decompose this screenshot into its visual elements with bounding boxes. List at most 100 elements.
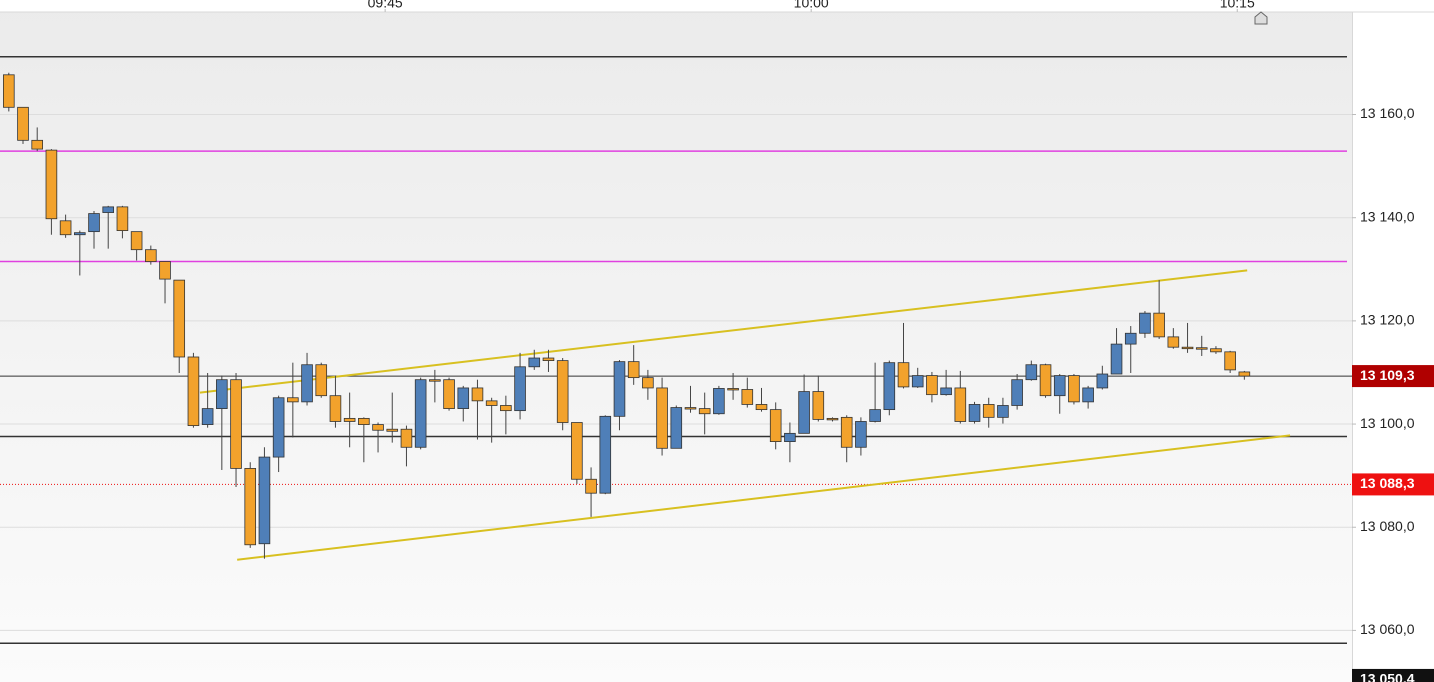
candle-body [613, 361, 626, 417]
candle-body [642, 377, 654, 389]
candle-body [329, 395, 342, 422]
candle-body [130, 231, 143, 251]
candle-body [358, 417, 370, 425]
candle-body [1167, 336, 1180, 348]
x-tick-label: 10:00 [794, 0, 829, 11]
candle-body [769, 409, 782, 442]
candle-body [599, 415, 612, 494]
candle-body [315, 364, 328, 397]
candle-body [59, 220, 72, 236]
candle-body [88, 213, 100, 233]
candle-body [698, 408, 711, 415]
x-tick-label: 10:15 [1220, 0, 1255, 11]
candle-body [1139, 312, 1151, 334]
candle-body [201, 408, 214, 425]
candle-body [713, 388, 725, 415]
candle-body [230, 379, 242, 469]
candle-body [116, 206, 129, 232]
candle-body [457, 387, 470, 409]
candle-body [372, 424, 384, 431]
candle-body [656, 387, 668, 449]
candle-body [1053, 375, 1066, 397]
candle-body [585, 478, 597, 494]
candle-body [627, 361, 640, 379]
candle-body [443, 379, 455, 409]
price-label: 13 088,3 [1360, 475, 1415, 491]
candle-body [145, 249, 157, 262]
candle-body [556, 360, 569, 423]
candle-body [301, 364, 313, 403]
y-tick-label: 13 120,0 [1360, 312, 1415, 328]
candle-body [883, 362, 896, 411]
candle-body [1124, 332, 1137, 345]
candle-body [670, 407, 683, 449]
y-tick-label: 13 140,0 [1360, 208, 1415, 224]
candle-body [102, 206, 115, 213]
candle-body [159, 261, 171, 280]
candle-body [429, 379, 441, 382]
candle-body [826, 417, 839, 421]
candle-body [542, 357, 555, 362]
y-tick-label: 13 060,0 [1360, 621, 1415, 637]
candle-body [940, 387, 952, 396]
candle-body [840, 416, 853, 448]
trend-line [237, 434, 1291, 561]
candle-body [954, 387, 967, 422]
candle-body [727, 388, 739, 391]
price-label-box [1352, 365, 1434, 388]
candle-body [3, 74, 15, 108]
candle-body [1110, 343, 1123, 375]
candle-body [400, 428, 413, 448]
candle-body [173, 279, 186, 358]
candle-body [216, 379, 228, 409]
candle-body [1025, 364, 1038, 381]
trend-line [199, 269, 1248, 394]
candle-body [31, 139, 44, 150]
candle-body [1011, 379, 1023, 406]
candle-body [855, 421, 867, 448]
candle-body [1210, 348, 1222, 353]
price-label: 13 050,4 [1360, 671, 1415, 682]
candle-body [1082, 387, 1094, 403]
candle-body [911, 375, 924, 388]
candle-body [784, 432, 796, 442]
candle-body [74, 232, 86, 236]
candle-body [926, 375, 938, 396]
candle-body [244, 468, 257, 546]
candle-body [471, 387, 484, 402]
candle-body [343, 417, 356, 422]
y-tick-label: 13 100,0 [1360, 415, 1415, 431]
candle-body [45, 149, 58, 220]
candle-body [485, 400, 498, 406]
candle-body [414, 379, 427, 448]
candle-body [1181, 346, 1194, 350]
y-tick-label: 13 080,0 [1360, 518, 1415, 534]
candle-body [386, 428, 399, 432]
candle-body [571, 422, 583, 480]
candle-body [17, 106, 29, 141]
candle-body [968, 404, 981, 422]
candle-body [187, 356, 200, 427]
candle-body [1039, 364, 1052, 397]
candle-body [869, 409, 881, 422]
candle-body [272, 397, 285, 458]
plot-background [0, 0, 1352, 682]
candle-body [1224, 351, 1236, 371]
axis-panel [1352, 0, 1434, 682]
price-label-box [1352, 473, 1434, 496]
candle-body [1238, 371, 1251, 377]
candle-body [897, 362, 910, 388]
price-label-box [1352, 668, 1434, 682]
candle-body [1153, 312, 1165, 338]
home-icon[interactable] [1254, 11, 1268, 25]
candle-body [684, 407, 697, 410]
candle-body [812, 391, 825, 420]
candle-body [741, 389, 754, 405]
candle-body [755, 404, 768, 411]
time-axis-band [0, 0, 1434, 12]
candle-body [798, 391, 810, 434]
candle-body [1195, 347, 1208, 350]
price-label: 13 109,3 [1360, 367, 1415, 383]
candle-body [287, 397, 299, 403]
